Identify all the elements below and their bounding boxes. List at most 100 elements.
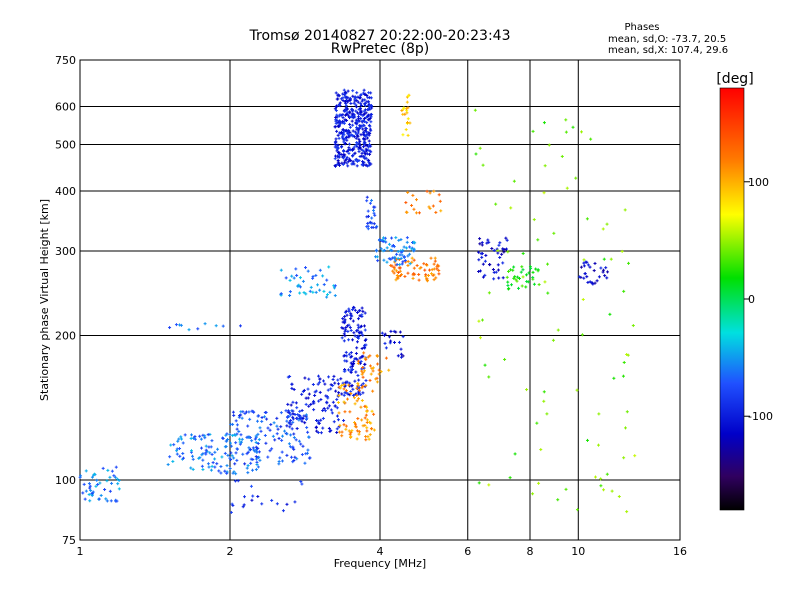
data-point: [369, 91, 373, 95]
data-point: [268, 428, 272, 432]
data-point: [321, 416, 325, 420]
data-point: [357, 119, 361, 123]
data-point: [334, 91, 338, 95]
data-point: [387, 242, 391, 246]
data-point: [392, 243, 396, 247]
data-point: [343, 315, 347, 319]
data-point: [389, 257, 393, 261]
y-axis-ticks: 75 100 200 300 400 500 600 750: [55, 54, 76, 547]
data-point: [405, 210, 409, 214]
data-point: [498, 241, 502, 245]
data-point: [580, 130, 584, 134]
data-point: [370, 366, 374, 370]
data-point: [349, 351, 353, 355]
data-point: [335, 430, 339, 434]
data-point: [353, 402, 357, 406]
data-point: [400, 109, 404, 113]
data-point: [315, 429, 319, 433]
data-point: [356, 323, 360, 327]
data-point: [362, 88, 366, 92]
data-point: [210, 452, 214, 456]
data-point: [401, 354, 405, 358]
data-point: [304, 452, 308, 456]
data-point: [344, 381, 348, 385]
data-point: [369, 427, 373, 431]
data-point: [532, 282, 536, 286]
data-point: [293, 413, 297, 417]
data-point: [361, 148, 365, 152]
data-point: [410, 247, 414, 251]
data-point: [379, 247, 383, 251]
data-point: [275, 424, 279, 428]
data-point: [316, 374, 320, 378]
data-point: [496, 263, 500, 267]
data-point: [337, 411, 341, 415]
data-point: [342, 140, 346, 144]
data-point: [213, 457, 217, 461]
data-point: [166, 463, 170, 467]
data-point: [327, 404, 331, 408]
data-point: [480, 241, 484, 245]
data-point: [359, 93, 363, 97]
data-point: [201, 468, 205, 472]
data-point: [328, 290, 332, 294]
data-point: [494, 270, 498, 274]
data-point: [342, 109, 346, 113]
data-point: [344, 106, 348, 110]
data-point: [374, 226, 378, 230]
data-point: [405, 100, 409, 104]
data-point: [341, 119, 345, 123]
data-point: [381, 240, 385, 244]
data-point: [477, 258, 481, 262]
data-point: [356, 120, 360, 124]
data-point: [250, 439, 254, 443]
data-point: [496, 249, 500, 253]
data-point: [432, 278, 436, 282]
data-point: [542, 399, 546, 403]
data-point: [168, 326, 172, 330]
data-point: [346, 89, 350, 93]
data-point: [251, 446, 255, 450]
data-point: [353, 334, 357, 338]
data-point: [189, 449, 193, 453]
data-point: [631, 324, 635, 328]
data-point: [335, 113, 339, 117]
data-point: [368, 96, 372, 100]
data-point: [565, 186, 569, 190]
data-point: [377, 368, 381, 372]
data-point: [342, 339, 346, 343]
data-point: [497, 243, 501, 247]
data-point: [556, 498, 560, 502]
data-point: [612, 376, 616, 380]
data-point: [291, 412, 295, 416]
data-point: [286, 402, 290, 406]
data-point: [193, 437, 197, 441]
data-point: [395, 269, 399, 273]
data-point: [312, 401, 316, 405]
data-point: [359, 359, 363, 363]
data-point: [243, 462, 247, 466]
data-point: [509, 206, 513, 210]
data-point: [348, 410, 352, 414]
data-point: [387, 257, 391, 261]
data-point: [190, 454, 194, 458]
data-point: [375, 380, 379, 384]
data-point: [547, 143, 551, 147]
data-point: [337, 391, 341, 395]
data-point: [360, 163, 364, 167]
data-point: [473, 108, 477, 112]
data-point: [290, 427, 294, 431]
x-tick-label: 2: [227, 545, 234, 558]
data-point: [487, 240, 491, 244]
data-point: [249, 461, 253, 465]
data-point: [189, 433, 193, 437]
data-point: [622, 360, 626, 364]
y-tick-label: 75: [62, 534, 76, 547]
data-point: [360, 306, 364, 310]
data-point: [95, 478, 99, 482]
data-point: [355, 126, 359, 130]
data-point: [478, 269, 482, 273]
data-point: [401, 260, 405, 264]
data-point: [431, 204, 435, 208]
data-point: [406, 271, 410, 275]
